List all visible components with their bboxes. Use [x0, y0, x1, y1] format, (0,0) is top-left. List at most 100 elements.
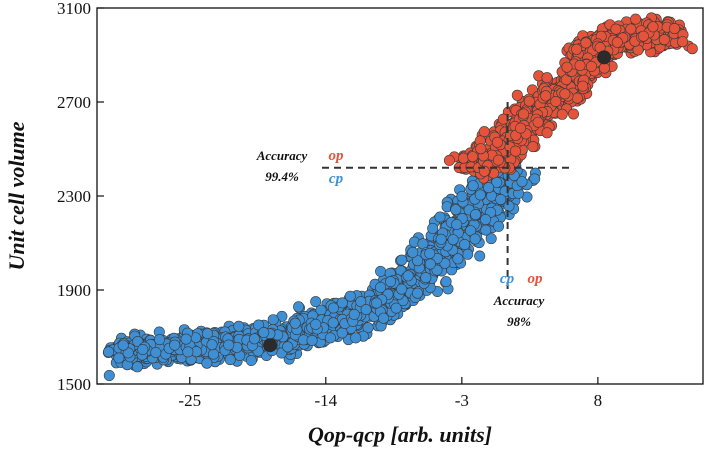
point-cp: [233, 320, 245, 332]
point-cp: [154, 334, 166, 346]
point-op: [523, 95, 535, 107]
point-op: [541, 127, 553, 139]
y-tick-label: 1900: [57, 281, 91, 300]
point-cp: [324, 332, 336, 344]
scatter-points: [102, 12, 698, 381]
point-cp: [467, 180, 479, 192]
x-tick-label: -3: [455, 391, 469, 410]
point-cp: [411, 287, 423, 299]
point-cp: [306, 334, 318, 346]
point-op: [647, 21, 659, 33]
x-tick-label: -14: [314, 391, 337, 410]
threshold-lines: [322, 102, 570, 290]
point-op: [491, 136, 503, 148]
point-cp: [462, 248, 474, 260]
point-cp: [412, 255, 424, 267]
point-op: [443, 154, 455, 166]
point-cp: [396, 254, 408, 266]
point-cp: [493, 220, 505, 232]
point-cp: [470, 209, 482, 221]
y-tick-label: 1500: [57, 375, 91, 394]
point-op: [610, 23, 622, 35]
point-cp: [440, 276, 452, 288]
point-cp: [310, 296, 322, 308]
point-cp: [390, 302, 402, 314]
point-cp: [483, 182, 495, 194]
point-cp: [469, 233, 481, 245]
point-cp: [169, 339, 181, 351]
point-op: [637, 30, 649, 42]
y-axis-ticks: 1500 1900 2300 2700 3100: [57, 0, 104, 394]
point-cp: [336, 297, 348, 309]
centroid-op: [597, 50, 612, 65]
point-cp: [495, 194, 507, 206]
point-op: [571, 92, 583, 104]
x-tick-label: -25: [178, 391, 201, 410]
point-op: [550, 96, 562, 108]
point-cp: [103, 369, 115, 381]
point-cp: [452, 253, 464, 265]
point-cp: [348, 308, 360, 320]
point-cp: [182, 346, 194, 358]
point-op: [532, 116, 544, 128]
point-cp: [360, 304, 372, 316]
point-op: [677, 36, 689, 48]
y-tick-label: 3100: [57, 0, 91, 18]
point-cp: [208, 348, 220, 360]
point-cp: [450, 204, 462, 216]
point-cp: [424, 258, 436, 270]
point-op: [511, 89, 523, 101]
point-cp: [245, 354, 257, 366]
point-op: [509, 145, 521, 157]
point-op: [630, 13, 642, 25]
series-cp: [102, 158, 541, 381]
point-cp: [474, 189, 486, 201]
point-cp: [282, 341, 294, 353]
point-cp: [249, 333, 261, 345]
point-cp: [480, 224, 492, 236]
bottom-accuracy-value: 98%: [507, 314, 531, 329]
point-cp: [137, 343, 149, 355]
y-tick-label: 2700: [57, 93, 91, 112]
point-cp: [258, 326, 270, 338]
point-cp: [474, 250, 486, 262]
point-cp: [427, 222, 439, 234]
point-cp: [439, 257, 451, 269]
point-cp: [371, 297, 383, 309]
y-tick-label: 2300: [57, 187, 91, 206]
point-cp: [503, 200, 515, 212]
centroid-markers: [263, 50, 612, 353]
point-cp: [385, 276, 397, 288]
point-cp: [375, 281, 387, 293]
point-op: [561, 61, 573, 73]
point-cp: [362, 322, 374, 334]
point-cp: [434, 211, 446, 223]
point-cp: [180, 333, 192, 345]
x-tick-label: 8: [594, 391, 603, 410]
point-cp: [201, 357, 213, 369]
point-op: [668, 22, 680, 34]
point-op: [574, 59, 586, 71]
left-accuracy-value: 99.4%: [265, 169, 299, 184]
point-cp: [293, 301, 305, 313]
point-cp: [150, 346, 162, 358]
x-axis-label: Qop-qcp [arb. units]: [308, 422, 492, 447]
point-cp: [336, 327, 348, 339]
point-op: [527, 141, 539, 153]
point-cp: [253, 319, 265, 331]
point-cp: [402, 270, 414, 282]
point-cp: [117, 339, 129, 351]
point-cp: [480, 214, 492, 226]
point-cp: [355, 296, 367, 308]
point-cp: [459, 239, 471, 251]
point-cp: [435, 233, 447, 245]
x-axis-ticks: -25 -14 -3 8: [178, 377, 602, 410]
y-axis-label: Unit cell volume: [4, 121, 29, 270]
point-cp: [202, 328, 214, 340]
point-cp: [375, 265, 387, 277]
point-cp: [344, 290, 356, 302]
point-op: [571, 43, 583, 55]
point-cp: [267, 314, 279, 326]
point-op: [567, 108, 579, 120]
